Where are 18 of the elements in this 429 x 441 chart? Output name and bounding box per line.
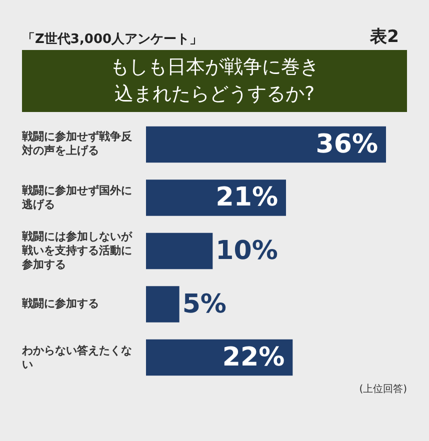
data-label: 21%	[216, 182, 278, 213]
bar	[146, 180, 286, 216]
bar	[146, 286, 180, 322]
y-tick-label: 戦闘に参加せず戦争反対の声を上げる	[22, 130, 133, 158]
chart-subtitle: 「Z世代3,000人アンケート」	[22, 31, 203, 48]
text: 表2	[370, 26, 399, 48]
chart-title: もしも日本が戦争に巻き込まれたらどうするか?	[108, 55, 320, 107]
data-label: 5%	[182, 289, 226, 320]
y-tick-label: 戦闘には参加しないが戦いを支持する活動に参加する	[22, 230, 134, 272]
data-label: 36%	[316, 129, 378, 160]
y-tick-label: 戦闘に参加せず国外に逃げる	[22, 184, 133, 212]
y-tick-label: 戦闘に参加する	[22, 297, 99, 312]
bar	[146, 232, 213, 270]
data-label: 10%	[216, 236, 278, 266]
data-label: 22%	[222, 342, 285, 373]
bar	[146, 126, 386, 163]
text: (上位回答)	[358, 382, 407, 396]
y-tick-label: わからない答えたくない	[22, 344, 133, 372]
